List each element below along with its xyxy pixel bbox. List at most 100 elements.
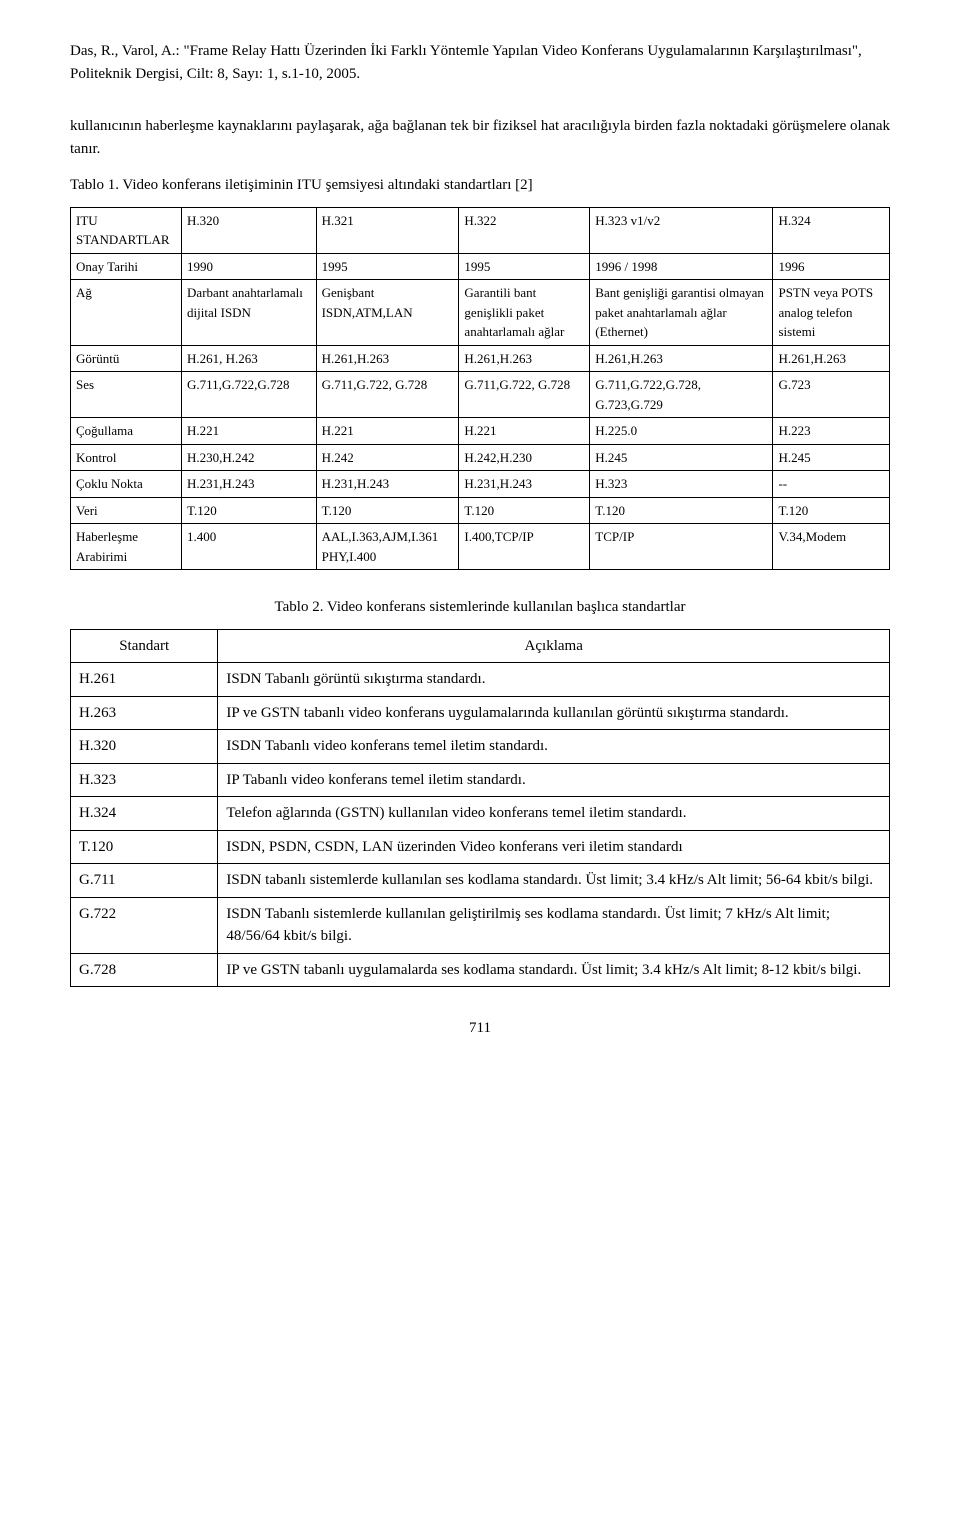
table2-header-1: Açıklama bbox=[218, 629, 890, 663]
table2-cell: ISDN Tabanlı sistemlerde kullanılan geli… bbox=[218, 897, 890, 953]
table1-cell: T.120 bbox=[182, 497, 317, 524]
table1-cell: H.261,H.263 bbox=[590, 345, 773, 372]
table1-cell: H.261, H.263 bbox=[182, 345, 317, 372]
table1-cell: 1995 bbox=[316, 253, 459, 280]
table1-row-label: Çoklu Nokta bbox=[71, 471, 182, 498]
table1-cell: G.711,G.722, G.728 bbox=[459, 372, 590, 418]
table1-cell: T.120 bbox=[459, 497, 590, 524]
table1-caption: Tablo 1. Video konferans iletişiminin IT… bbox=[70, 174, 890, 197]
table1-cell: H.261,H.263 bbox=[316, 345, 459, 372]
table1-cell: AAL,I.363,AJM,I.361 PHY,I.400 bbox=[316, 524, 459, 570]
table-row: Çoklu NoktaH.231,H.243H.231,H.243H.231,H… bbox=[71, 471, 890, 498]
table2-cell: Telefon ağlarında (GSTN) kullanılan vide… bbox=[218, 797, 890, 831]
table1-cell: H.231,H.243 bbox=[459, 471, 590, 498]
table1-cell: -- bbox=[773, 471, 890, 498]
table1-cell: H.221 bbox=[182, 418, 317, 445]
table1-row-label: Onay Tarihi bbox=[71, 253, 182, 280]
table1-cell: G.711,G.722,G.728, G.723,G.729 bbox=[590, 372, 773, 418]
table1-cell: H.242 bbox=[316, 444, 459, 471]
table1-col-2: H.322 bbox=[459, 207, 590, 253]
table1-cell: TCP/IP bbox=[590, 524, 773, 570]
table1-cell: I.400,TCP/IP bbox=[459, 524, 590, 570]
table2-caption: Tablo 2. Video konferans sistemlerinde k… bbox=[70, 596, 890, 619]
table-row: H.261ISDN Tabanlı görüntü sıkıştırma sta… bbox=[71, 663, 890, 697]
table1-row-label: Haberleşme Arabirimi bbox=[71, 524, 182, 570]
table1-cell: H.231,H.243 bbox=[182, 471, 317, 498]
table-row: SesG.711,G.722,G.728G.711,G.722, G.728G.… bbox=[71, 372, 890, 418]
table1-cell: Genişbant ISDN,ATM,LAN bbox=[316, 280, 459, 346]
table-row: H.323IP Tabanlı video konferans temel il… bbox=[71, 763, 890, 797]
table1-cell: H.230,H.242 bbox=[182, 444, 317, 471]
table2-cell: IP ve GSTN tabanlı uygulamalarda ses kod… bbox=[218, 953, 890, 987]
table1-cell: 1990 bbox=[182, 253, 317, 280]
table1-cell: T.120 bbox=[590, 497, 773, 524]
table1-cell: H.261,H.263 bbox=[773, 345, 890, 372]
table2-cell: ISDN Tabanlı video konferans temel ileti… bbox=[218, 730, 890, 764]
citation-heading: Das, R., Varol, A.: "Frame Relay Hattı Ü… bbox=[70, 40, 890, 85]
table1-cell: H.231,H.243 bbox=[316, 471, 459, 498]
table-row: H.320ISDN Tabanlı video konferans temel … bbox=[71, 730, 890, 764]
table2-cell: IP ve GSTN tabanlı video konferans uygul… bbox=[218, 696, 890, 730]
table-row: GörüntüH.261, H.263H.261,H.263H.261,H.26… bbox=[71, 345, 890, 372]
page-number: 711 bbox=[70, 1017, 890, 1040]
table1-row-label: Ağ bbox=[71, 280, 182, 346]
table1-cell: G.723 bbox=[773, 372, 890, 418]
table1-row-label: Görüntü bbox=[71, 345, 182, 372]
table1-col-4: H.324 bbox=[773, 207, 890, 253]
table1-cell: H.242,H.230 bbox=[459, 444, 590, 471]
table2-cell: H.324 bbox=[71, 797, 218, 831]
table1-cell: T.120 bbox=[316, 497, 459, 524]
table1-cell: V.34,Modem bbox=[773, 524, 890, 570]
table1-cell: H.245 bbox=[773, 444, 890, 471]
table1-col-3: H.323 v1/v2 bbox=[590, 207, 773, 253]
table-row: KontrolH.230,H.242H.242H.242,H.230H.245H… bbox=[71, 444, 890, 471]
table2-cell: G.711 bbox=[71, 864, 218, 898]
table1-cell: Garantili bant genişlikli paket anahtarl… bbox=[459, 280, 590, 346]
table-row: T.120ISDN, PSDN, CSDN, LAN üzerinden Vid… bbox=[71, 830, 890, 864]
table1-cell: H.245 bbox=[590, 444, 773, 471]
table1-col-1: H.321 bbox=[316, 207, 459, 253]
table1-header-left: ITU STANDARTLAR bbox=[71, 207, 182, 253]
table1-cell: Darbant anahtarlamalı dijital ISDN bbox=[182, 280, 317, 346]
table1-cell: H.225.0 bbox=[590, 418, 773, 445]
table2-cell: G.728 bbox=[71, 953, 218, 987]
table2-cell: ISDN Tabanlı görüntü sıkıştırma standard… bbox=[218, 663, 890, 697]
table1-cell: 1995 bbox=[459, 253, 590, 280]
table-row: VeriT.120T.120T.120T.120T.120 bbox=[71, 497, 890, 524]
intro-paragraph: kullanıcının haberleşme kaynaklarını pay… bbox=[70, 115, 890, 160]
table1-cell: G.711,G.722, G.728 bbox=[316, 372, 459, 418]
table-row: H.263IP ve GSTN tabanlı video konferans … bbox=[71, 696, 890, 730]
table-row: ITU STANDARTLAR H.320 H.321 H.322 H.323 … bbox=[71, 207, 890, 253]
table1-col-0: H.320 bbox=[182, 207, 317, 253]
table1-cell: PSTN veya POTS analog telefon sistemi bbox=[773, 280, 890, 346]
table-row: Onay Tarihi1990199519951996 / 19981996 bbox=[71, 253, 890, 280]
table1-cell: 1996 / 1998 bbox=[590, 253, 773, 280]
table2-cell: H.263 bbox=[71, 696, 218, 730]
table-row: G.722ISDN Tabanlı sistemlerde kullanılan… bbox=[71, 897, 890, 953]
table1-cell: 1.400 bbox=[182, 524, 317, 570]
table1-cell: T.120 bbox=[773, 497, 890, 524]
table1-cell: G.711,G.722,G.728 bbox=[182, 372, 317, 418]
table2-cell: IP Tabanlı video konferans temel iletim … bbox=[218, 763, 890, 797]
table-row: H.324Telefon ağlarında (GSTN) kullanılan… bbox=[71, 797, 890, 831]
table-row: G.728IP ve GSTN tabanlı uygulamalarda se… bbox=[71, 953, 890, 987]
table2-cell: ISDN tabanlı sistemlerde kullanılan ses … bbox=[218, 864, 890, 898]
table1-cell: H.261,H.263 bbox=[459, 345, 590, 372]
table2-header-0: Standart bbox=[71, 629, 218, 663]
table1-cell: H.323 bbox=[590, 471, 773, 498]
table-row: ÇoğullamaH.221H.221H.221H.225.0H.223 bbox=[71, 418, 890, 445]
table2-cell: G.722 bbox=[71, 897, 218, 953]
table1-row-label: Veri bbox=[71, 497, 182, 524]
table2-cell: H.320 bbox=[71, 730, 218, 764]
table2-cell: H.261 bbox=[71, 663, 218, 697]
table1-row-label: Ses bbox=[71, 372, 182, 418]
table-row: Haberleşme Arabirimi1.400AAL,I.363,AJM,I… bbox=[71, 524, 890, 570]
table2: Standart Açıklama H.261ISDN Tabanlı görü… bbox=[70, 629, 890, 988]
table1-cell: H.221 bbox=[316, 418, 459, 445]
table2-cell: H.323 bbox=[71, 763, 218, 797]
table1-cell: Bant genişliği garantisi olmayan paket a… bbox=[590, 280, 773, 346]
table1: ITU STANDARTLAR H.320 H.321 H.322 H.323 … bbox=[70, 207, 890, 571]
table1-cell: 1996 bbox=[773, 253, 890, 280]
table-row: AğDarbant anahtarlamalı dijital ISDNGeni… bbox=[71, 280, 890, 346]
table2-cell: T.120 bbox=[71, 830, 218, 864]
